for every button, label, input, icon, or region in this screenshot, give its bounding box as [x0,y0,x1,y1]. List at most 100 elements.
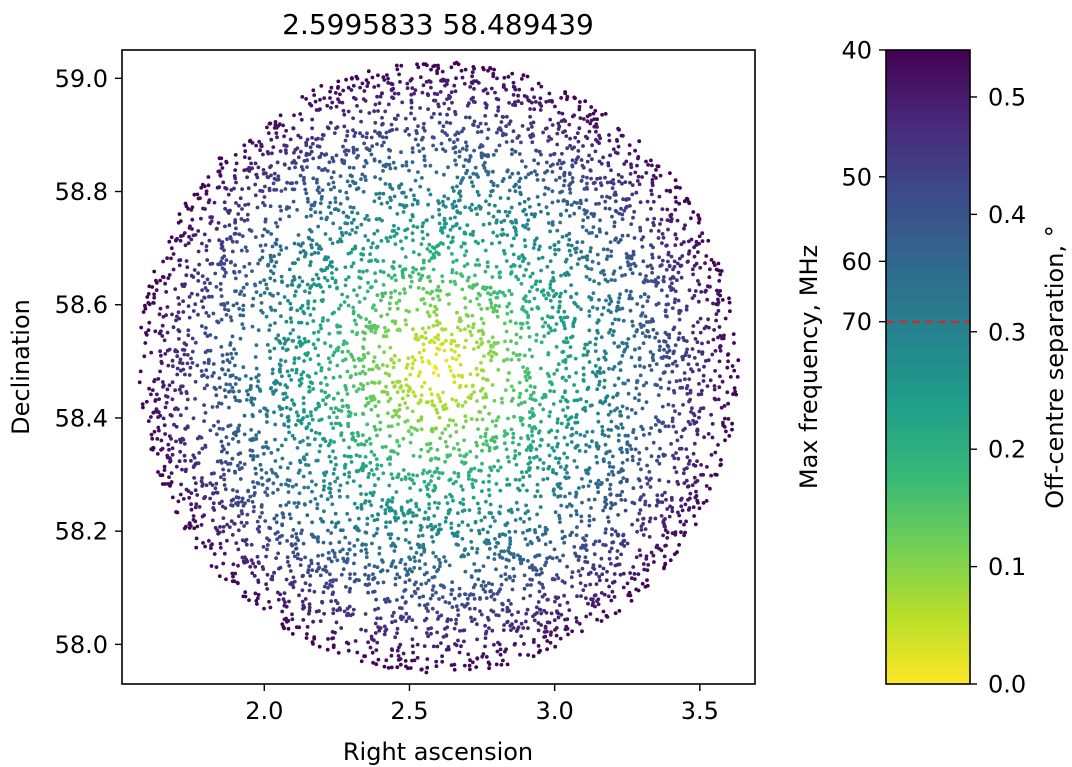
scatter-point [298,339,302,344]
scatter-point [160,334,165,338]
scatter-point [368,491,373,495]
scatter-point [292,579,297,584]
scatter-point [259,476,264,480]
scatter-point [555,420,560,425]
scatter-point [498,196,503,200]
scatter-point [607,133,611,137]
scatter-point [403,562,408,567]
scatter-point [323,564,328,569]
scatter-point [712,384,717,388]
scatter-point [608,195,612,200]
scatter-point [138,369,143,374]
scatter-point [704,484,709,488]
scatter-point [302,359,306,363]
scatter-point [594,234,599,239]
scatter-point [388,166,393,171]
scatter-point [371,660,375,665]
scatter-point [230,533,235,537]
scatter-point [691,418,695,423]
scatter-point [492,552,497,556]
scatter-point [666,402,671,407]
scatter-point [352,572,357,576]
scatter-point [475,637,479,642]
scatter-point [620,217,625,222]
scatter-point [727,434,732,438]
scatter-point [732,341,736,345]
scatter-point [242,218,247,223]
scatter-point [339,626,344,630]
scatter-point [207,359,211,363]
scatter-point [525,583,530,587]
scatter-point [526,227,531,231]
scatter-point [212,371,216,375]
scatter-point [150,436,155,441]
scatter-point [272,254,276,259]
scatter-point [210,483,215,487]
scatter-point [308,499,313,504]
scatter-point [513,518,518,522]
scatter-point [633,396,637,400]
scatter-point [548,245,552,250]
scatter-point [363,99,368,103]
scatter-point [564,366,569,371]
scatter-point [642,567,647,572]
scatter-point [525,488,529,493]
scatter-point [331,449,335,454]
scatter-point [649,454,654,459]
scatter-point [408,187,413,192]
scatter-point [593,539,598,544]
scatter-point [564,208,569,213]
scatter-point [627,151,632,156]
scatter-point [376,109,380,113]
scatter-point [401,511,406,516]
scatter-point [256,592,261,597]
scatter-point [310,479,314,484]
scatter-point [322,484,327,489]
scatter-point [221,529,226,534]
scatter-point [566,243,571,247]
scatter-point [572,300,577,305]
scatter-point [449,65,454,70]
scatter-point [665,536,670,540]
scatter-point [497,143,502,148]
scatter-point [381,191,386,196]
scatter-point [435,644,440,649]
scatter-point [669,288,673,292]
scatter-point [438,90,443,94]
scatter-point [585,175,589,180]
scatter-point [282,295,287,299]
scatter-point [373,607,377,612]
scatter-point [139,325,144,330]
scatter-point [651,327,656,332]
scatter-point [318,573,323,578]
scatter-point [386,498,391,502]
scatter-point [513,477,518,482]
scatter-point [530,271,535,276]
scatter-point [560,395,565,400]
scatter-point [543,185,548,190]
scatter-point [591,225,596,230]
scatter-point [200,274,205,278]
scatter-point [362,164,366,169]
scatter-point [650,355,655,360]
scatter-point [597,574,602,579]
scatter-point [307,611,311,616]
scatter-point [389,532,394,537]
scatter-point [582,187,587,191]
scatter-point [679,498,683,502]
scatter-point [452,199,457,204]
scatter-point [568,533,573,538]
scatter-point [584,543,588,548]
scatter-point [591,600,595,605]
scatter-point [716,297,720,302]
scatter-point [603,199,608,204]
scatter-point [367,563,372,567]
scatter-point [545,647,549,652]
scatter-point [548,282,553,287]
scatter-point [552,449,556,453]
scatter-point [256,328,261,333]
scatter-point [440,659,445,664]
scatter-point [149,432,154,437]
scatter-point [504,565,509,569]
scatter-point [557,110,561,115]
